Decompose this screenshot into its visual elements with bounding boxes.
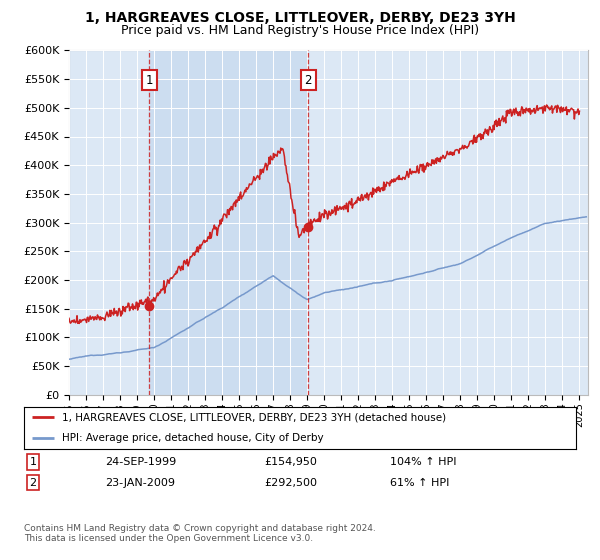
Bar	[149, 50, 308, 395]
Text: 1, HARGREAVES CLOSE, LITTLEOVER, DERBY, DE23 3YH: 1, HARGREAVES CLOSE, LITTLEOVER, DERBY, …	[85, 11, 515, 25]
Text: £154,950: £154,950	[264, 457, 317, 467]
Text: 1, HARGREAVES CLOSE, LITTLEOVER, DERBY, DE23 3YH (detached house): 1, HARGREAVES CLOSE, LITTLEOVER, DERBY, …	[62, 412, 446, 422]
Text: 2: 2	[305, 74, 312, 87]
Text: 23-JAN-2009: 23-JAN-2009	[105, 478, 175, 488]
Text: 24-SEP-1999: 24-SEP-1999	[105, 457, 176, 467]
Text: 1: 1	[146, 74, 153, 87]
Text: 2: 2	[29, 478, 37, 488]
Text: Contains HM Land Registry data © Crown copyright and database right 2024.
This d: Contains HM Land Registry data © Crown c…	[24, 524, 376, 543]
Text: Price paid vs. HM Land Registry's House Price Index (HPI): Price paid vs. HM Land Registry's House …	[121, 24, 479, 36]
Text: £292,500: £292,500	[264, 478, 317, 488]
Text: HPI: Average price, detached house, City of Derby: HPI: Average price, detached house, City…	[62, 433, 323, 444]
Text: 104% ↑ HPI: 104% ↑ HPI	[390, 457, 457, 467]
Text: 1: 1	[29, 457, 37, 467]
Text: 61% ↑ HPI: 61% ↑ HPI	[390, 478, 449, 488]
